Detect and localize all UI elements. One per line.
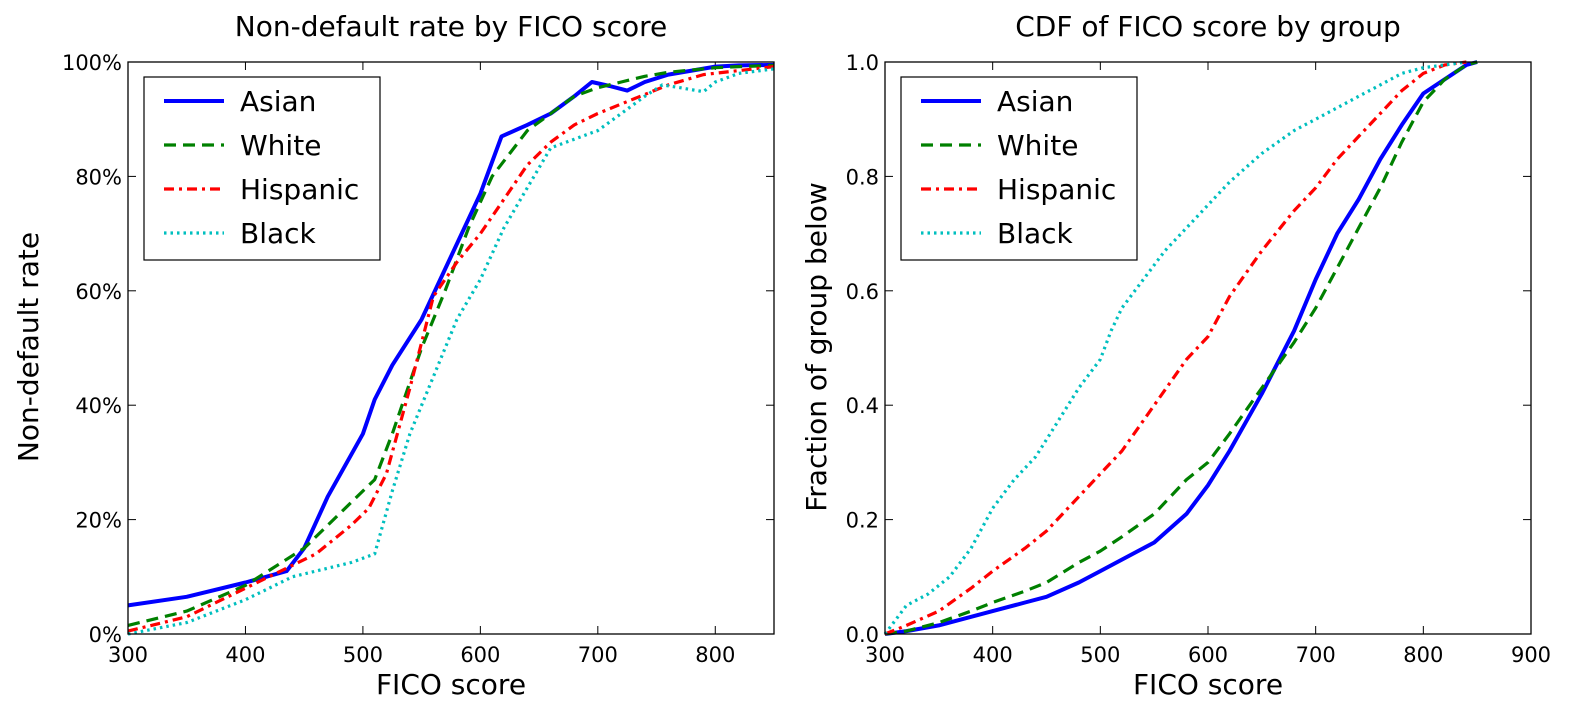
x-tick-label: 600 <box>460 643 500 667</box>
series-line-white <box>127 63 775 627</box>
plot-frame <box>884 61 1532 635</box>
axis-ticks: 300 400 500 600 700 800 900 0.0 0.2 0.4 0.6 0.8 1.0 <box>846 51 1551 667</box>
series-line-asian <box>884 60 1478 636</box>
legend-label-hispanic: Hispanic <box>997 173 1116 206</box>
legend-label-asian: Asian <box>240 85 316 118</box>
y-axis-label: Non-default rate <box>12 232 45 462</box>
y-tick-label: 0% <box>89 623 122 647</box>
legend: Asian White Hispanic Black <box>143 76 381 261</box>
legend-label-white: White <box>997 129 1078 162</box>
x-tick-label: 800 <box>695 643 735 667</box>
series-line-hispanic <box>884 60 1467 636</box>
y-axis-label: Fraction of group below <box>800 182 833 512</box>
series-line-black <box>883 60 1467 635</box>
y-tick-label: 60% <box>75 280 122 304</box>
y-tick-label: 0.4 <box>846 394 879 418</box>
y-tick-label: 40% <box>75 394 122 418</box>
chart-title: Non-default rate by FICO score <box>235 10 667 43</box>
legend-label-asian: Asian <box>997 85 1073 118</box>
axis-ticks: 300 400 500 600 700 800 0% 20% 40% 60% 80% 100% <box>62 51 774 667</box>
chart-non-default-rate: Non-default rate by FICO score FICO scor… <box>12 10 775 701</box>
chart-cdf-by-group: CDF of FICO score by group FICO score Fr… <box>800 10 1551 701</box>
x-tick-label: 500 <box>343 643 383 667</box>
y-tick-label: 100% <box>62 51 122 75</box>
x-tick-label: 400 <box>973 643 1013 667</box>
x-tick-label: 600 <box>1188 643 1228 667</box>
series-line-hispanic <box>127 65 775 633</box>
legend-label-white: White <box>240 129 321 162</box>
series-line-white <box>884 60 1478 636</box>
legend: Asian White Hispanic Black <box>900 76 1138 261</box>
chart-title: CDF of FICO score by group <box>1015 10 1401 43</box>
y-tick-label: 1.0 <box>846 51 879 75</box>
x-tick-label: 700 <box>1296 643 1336 667</box>
x-tick-label: 400 <box>225 643 265 667</box>
plot-frame <box>127 61 775 635</box>
y-tick-label: 0.8 <box>846 165 879 189</box>
legend-box <box>143 76 381 261</box>
y-tick-label: 20% <box>75 509 122 533</box>
x-tick-label: 900 <box>1511 643 1551 667</box>
series-lines <box>127 62 775 636</box>
y-tick-label: 0.0 <box>846 623 879 647</box>
series-line-black <box>127 67 775 636</box>
series-lines <box>883 60 1478 636</box>
legend-label-black: Black <box>240 217 317 250</box>
x-tick-label: 300 <box>865 643 905 667</box>
legend-label-hispanic: Hispanic <box>240 173 359 206</box>
x-tick-label: 800 <box>1403 643 1443 667</box>
x-axis-label: FICO score <box>1133 668 1283 701</box>
legend-box <box>900 76 1138 261</box>
x-tick-label: 500 <box>1080 643 1120 667</box>
y-tick-label: 0.6 <box>846 280 879 304</box>
x-tick-label: 700 <box>578 643 618 667</box>
y-tick-label: 80% <box>75 165 122 189</box>
x-axis-label: FICO score <box>376 668 526 701</box>
legend-label-black: Black <box>997 217 1074 250</box>
y-tick-label: 0.2 <box>846 509 879 533</box>
x-tick-label: 300 <box>108 643 148 667</box>
